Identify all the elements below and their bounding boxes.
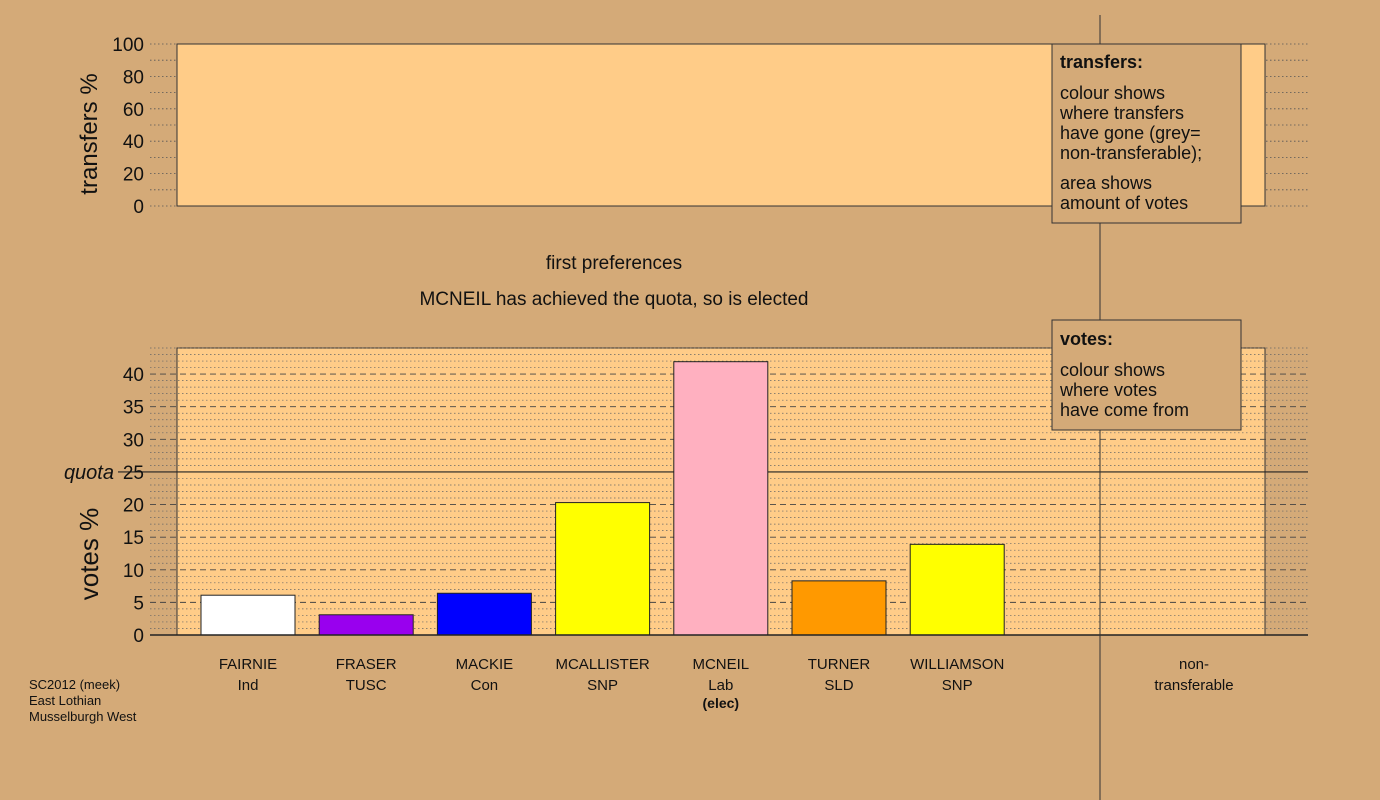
transfers-legend-line: amount of votes <box>1060 193 1188 213</box>
transfers-legend-line: have gone (grey= <box>1060 123 1201 143</box>
non-transferable-line2: transferable <box>1154 677 1233 694</box>
bar-fraser <box>318 614 414 636</box>
votes-y-tick-label: 20 <box>123 496 144 517</box>
candidate-name: MCNEIL <box>692 656 749 673</box>
bar-mcallister <box>555 502 651 636</box>
votes-y-tick-label: 15 <box>123 528 144 549</box>
votes-y-tick-label: 40 <box>123 365 144 386</box>
transfers-legend-line: area shows <box>1060 173 1152 193</box>
candidate-party: SNP <box>587 677 618 694</box>
candidate-name: WILLIAMSON <box>910 656 1004 673</box>
candidate-name: FRASER <box>336 656 397 673</box>
transfers-y-tick-label: 100 <box>112 35 144 56</box>
bar-fairnie <box>200 594 296 636</box>
bar-mcneil <box>673 361 769 636</box>
votes-bars <box>200 361 1005 636</box>
candidate-labels: FAIRNIE Ind FRASER TUSC MACKIE Con MCALLISTER S… <box>219 656 1004 711</box>
candidate-status: (elec) <box>703 695 740 711</box>
bar-mackie <box>436 592 532 636</box>
candidate-party: Con <box>471 677 499 694</box>
transfers-y-axis-label: transfers % <box>76 73 103 194</box>
votes-y-ticks: 0 5 10 15 20 25 30 35 40 <box>123 365 144 647</box>
votes-panel: 0 5 10 15 20 25 30 35 40 quota votes % FAIRNIE In… <box>64 347 1308 711</box>
votes-y-tick-label: 0 <box>133 626 144 647</box>
candidate-name: MACKIE <box>456 656 514 673</box>
votes-y-axis-label: votes % <box>74 508 104 601</box>
candidate-name: MCALLISTER <box>555 656 649 673</box>
transfers-legend-box <box>1051 43 1242 224</box>
chart-subtitle: MCNEIL has achieved the quota, so is ele… <box>419 289 808 310</box>
non-transferable-label: non- transferable <box>1154 656 1233 694</box>
footer-line: East Lothian <box>29 693 101 708</box>
transfers-legend: transfers: colour shows where transfers … <box>1051 43 1242 224</box>
votes-gridlines <box>150 347 1308 629</box>
chart-title: first preferences <box>546 253 682 274</box>
source-footer: SC2012 (meek) East Lothian Musselburgh W… <box>29 677 137 724</box>
votes-legend-box <box>1051 319 1242 431</box>
transfers-legend-line: non-transferable); <box>1060 143 1202 163</box>
non-transferable-line1: non- <box>1179 656 1209 673</box>
transfers-legend-line: colour shows <box>1060 83 1165 103</box>
candidate-name: TURNER <box>808 656 871 673</box>
votes-y-tick-label: 25 <box>123 463 144 484</box>
candidate-party: Ind <box>238 677 259 694</box>
votes-legend: votes: colour shows where votes have com… <box>1051 319 1242 431</box>
quota-label: quota <box>64 462 114 484</box>
transfers-y-ticks: 0 20 40 60 80 100 <box>112 35 144 218</box>
bar-turner <box>791 580 887 636</box>
transfers-legend-line: where transfers <box>1059 103 1184 123</box>
candidate-party: SLD <box>824 677 853 694</box>
votes-y-tick-label: 35 <box>123 398 144 419</box>
footer-line: SC2012 (meek) <box>29 677 120 692</box>
transfers-y-tick-label: 80 <box>123 67 144 88</box>
transfers-y-tick-label: 40 <box>123 132 144 153</box>
candidate-party: Lab <box>708 677 733 694</box>
votes-y-tick-label: 10 <box>123 561 144 582</box>
transfers-y-tick-label: 20 <box>123 165 144 186</box>
votes-legend-line: have come from <box>1060 400 1189 420</box>
transfers-y-tick-label: 60 <box>123 100 144 121</box>
footer-line: Musselburgh West <box>29 709 137 724</box>
votes-y-tick-label: 5 <box>133 593 144 614</box>
votes-legend-line: colour shows <box>1060 360 1165 380</box>
candidate-party: TUSC <box>346 677 387 694</box>
transfers-y-tick-label: 0 <box>133 197 144 218</box>
votes-y-tick-label: 30 <box>123 430 144 451</box>
votes-legend-title: votes: <box>1060 329 1113 349</box>
candidate-party: SNP <box>942 677 973 694</box>
transfers-legend-title: transfers: <box>1060 52 1143 72</box>
votes-legend-line: where votes <box>1059 380 1157 400</box>
candidate-name: FAIRNIE <box>219 656 277 673</box>
bar-williamson <box>909 543 1005 636</box>
